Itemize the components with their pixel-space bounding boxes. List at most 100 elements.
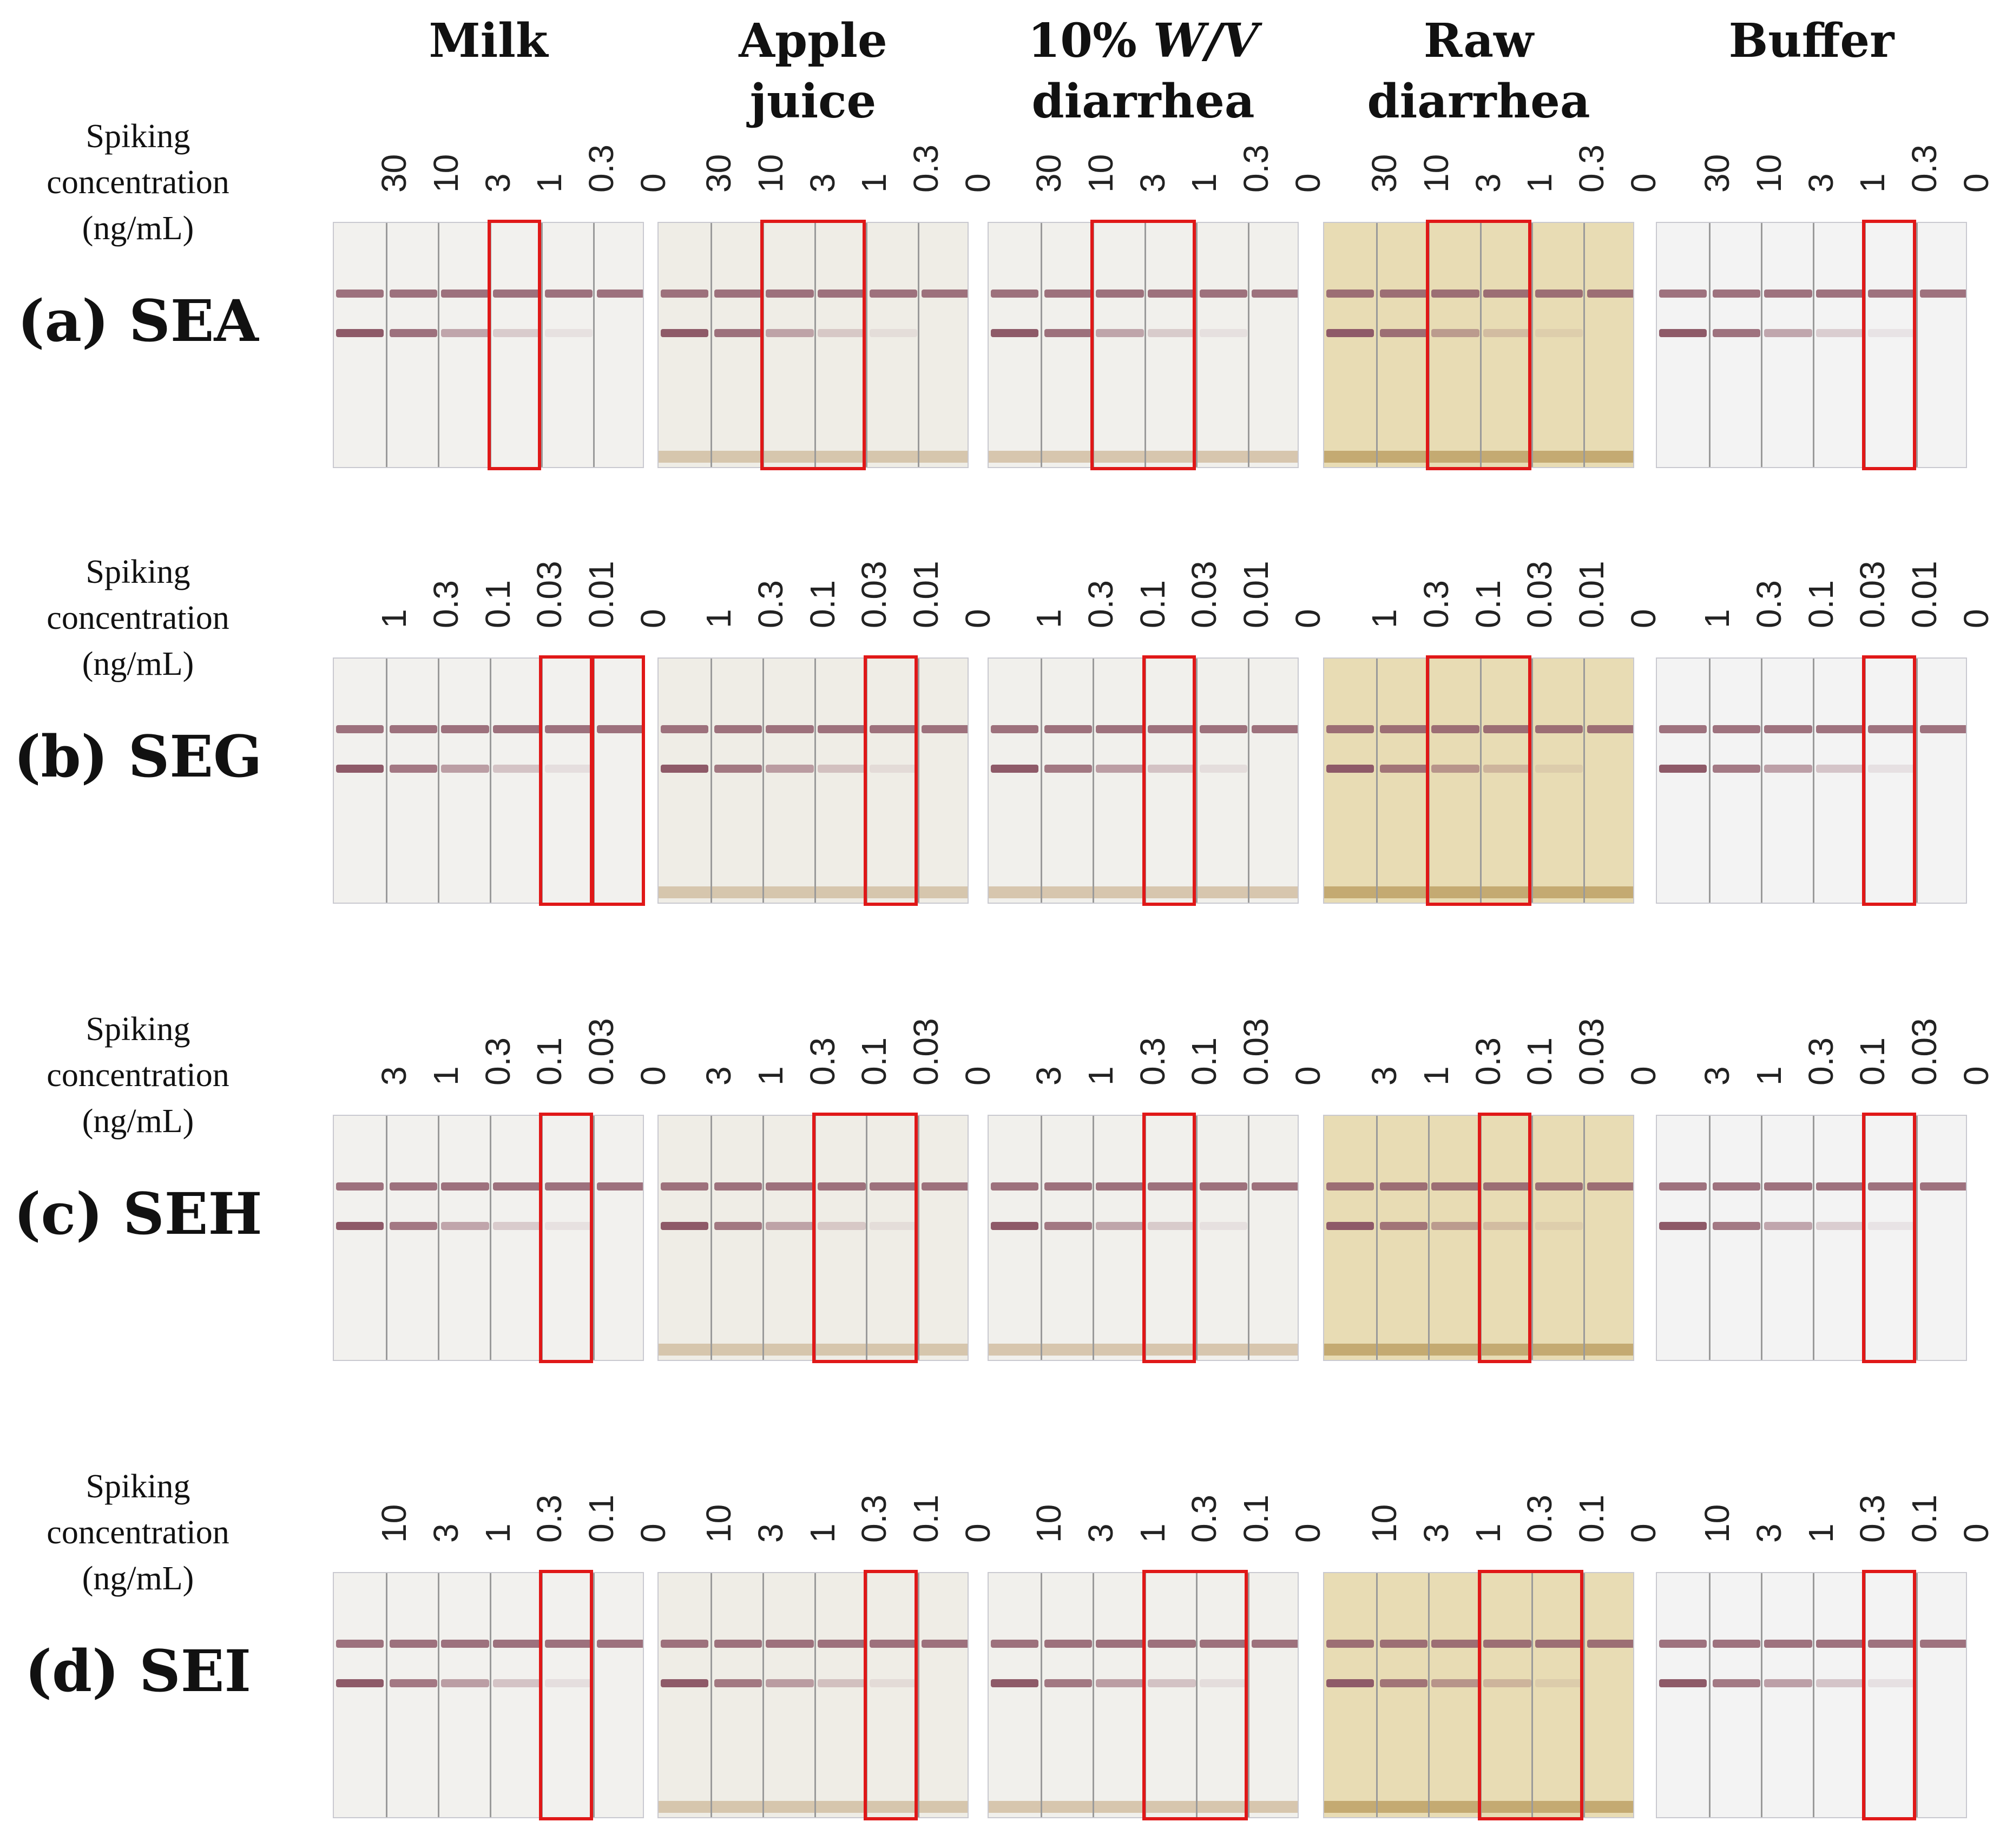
test-strip — [1092, 659, 1146, 903]
test-line — [441, 1221, 489, 1230]
concentration-value: 0 — [1288, 173, 1328, 193]
test-strip-panel — [333, 1115, 644, 1361]
control-line — [1587, 289, 1633, 298]
row-label: (a) SEA — [17, 287, 259, 354]
concentration-label: 0.03 — [1878, 979, 1944, 1126]
control-line — [1816, 725, 1864, 733]
control-line — [596, 725, 643, 733]
test-strip — [1427, 1116, 1482, 1360]
sample-pad-residue — [1249, 451, 1298, 463]
test-line — [1483, 1679, 1531, 1687]
control-line — [766, 1639, 814, 1648]
spiking-concentration-label: Spiking concentration (ng/mL) — [47, 554, 229, 682]
test-line — [660, 328, 708, 337]
control-line — [1816, 1182, 1864, 1191]
test-strip — [659, 1573, 711, 1817]
control-line — [870, 1182, 918, 1191]
sample-pad-residue — [712, 886, 764, 898]
sample-pad-residue — [1481, 1344, 1534, 1356]
sample-pad-residue — [1198, 1801, 1250, 1813]
test-strip — [489, 659, 543, 903]
control-line — [990, 725, 1038, 733]
concentration-label: 0.1 — [880, 1437, 945, 1583]
concentration-label: 3 — [1338, 979, 1404, 1126]
control-line — [545, 289, 593, 298]
row-label: (d) SEI — [24, 1637, 252, 1705]
control-line — [1200, 1182, 1248, 1191]
spiking-concentration-label: Spiking concentration (ng/mL) — [47, 1468, 229, 1597]
test-strip — [1531, 1573, 1586, 1817]
concentration-label: 0.3 — [725, 522, 790, 668]
concentration-label: 30 — [1338, 87, 1404, 233]
concentration-value: 0 — [1957, 1523, 1996, 1543]
concentration-label: 1 — [777, 1437, 842, 1583]
test-line — [336, 328, 384, 337]
control-line — [1483, 289, 1531, 298]
control-line — [1326, 725, 1374, 733]
test-line — [545, 328, 593, 337]
concentration-label: 0.3 — [400, 522, 465, 668]
test-line — [990, 1679, 1038, 1687]
test-strip — [710, 659, 764, 903]
control-line — [1816, 289, 1864, 298]
control-line — [1096, 289, 1144, 298]
test-strip — [1324, 223, 1376, 467]
detection-limit-highlight — [760, 220, 866, 470]
test-strip — [489, 1573, 543, 1817]
control-line — [1764, 725, 1812, 733]
concentration-label: 1 — [828, 87, 893, 233]
test-line — [389, 1221, 437, 1230]
detection-limit-highlight — [1142, 1570, 1248, 1820]
control-line — [1712, 1639, 1760, 1648]
sample-pad-residue — [1533, 886, 1586, 898]
test-strip — [1657, 659, 1709, 903]
test-line — [660, 1221, 708, 1230]
concentration-label: 0.3 — [880, 87, 945, 233]
row-label: (c) SEH — [14, 1180, 262, 1247]
control-line — [1251, 1639, 1298, 1648]
control-line — [336, 725, 384, 733]
test-strip — [814, 1573, 868, 1817]
test-strip — [1812, 1573, 1866, 1817]
concentration-label: 3 — [1107, 87, 1172, 233]
control-line — [1148, 289, 1196, 298]
test-line — [990, 764, 1038, 773]
test-line — [1535, 1221, 1583, 1230]
test-strip-panel — [1656, 1572, 1967, 1818]
test-strip — [1092, 1573, 1146, 1817]
sample-pad-residue — [989, 886, 1041, 898]
detection-limit-highlight — [1425, 220, 1532, 470]
concentration-label: 3 — [1442, 87, 1508, 233]
test-line — [545, 1679, 593, 1687]
concentration-label: 0 — [932, 979, 997, 1126]
concentration-label: 0.01 — [880, 522, 945, 668]
sample-pad-residue — [815, 451, 868, 463]
control-line — [660, 289, 708, 298]
control-line — [493, 725, 541, 733]
test-line — [493, 764, 541, 773]
control-line — [1659, 725, 1707, 733]
control-line — [1326, 1182, 1374, 1191]
test-strip — [437, 659, 491, 903]
test-strip — [1376, 1573, 1430, 1817]
control-line — [493, 1182, 541, 1191]
concentration-label: 1 — [400, 979, 465, 1126]
control-line — [1379, 1182, 1427, 1191]
control-line — [818, 1182, 866, 1191]
column-header-text: Apple juice — [739, 14, 887, 129]
concentration-label: 0.3 — [1107, 979, 1172, 1126]
test-strip — [334, 659, 386, 903]
concentration-label: 10 — [400, 87, 465, 233]
control-line — [1483, 725, 1531, 733]
concentration-label: 30 — [348, 87, 413, 233]
control-line — [1764, 289, 1812, 298]
sample-pad-residue — [1429, 1344, 1482, 1356]
control-line — [1326, 289, 1374, 298]
control-line — [493, 1639, 541, 1648]
concentration-label: 0.3 — [1723, 522, 1788, 668]
test-line — [818, 1679, 866, 1687]
figure-row: Spiking concentration (ng/mL) (a) SEA 30 10… — [0, 92, 2013, 498]
concentration-label: 0 — [1597, 979, 1663, 1126]
sample-pad-residue — [815, 1801, 868, 1813]
control-line — [1919, 725, 1966, 733]
